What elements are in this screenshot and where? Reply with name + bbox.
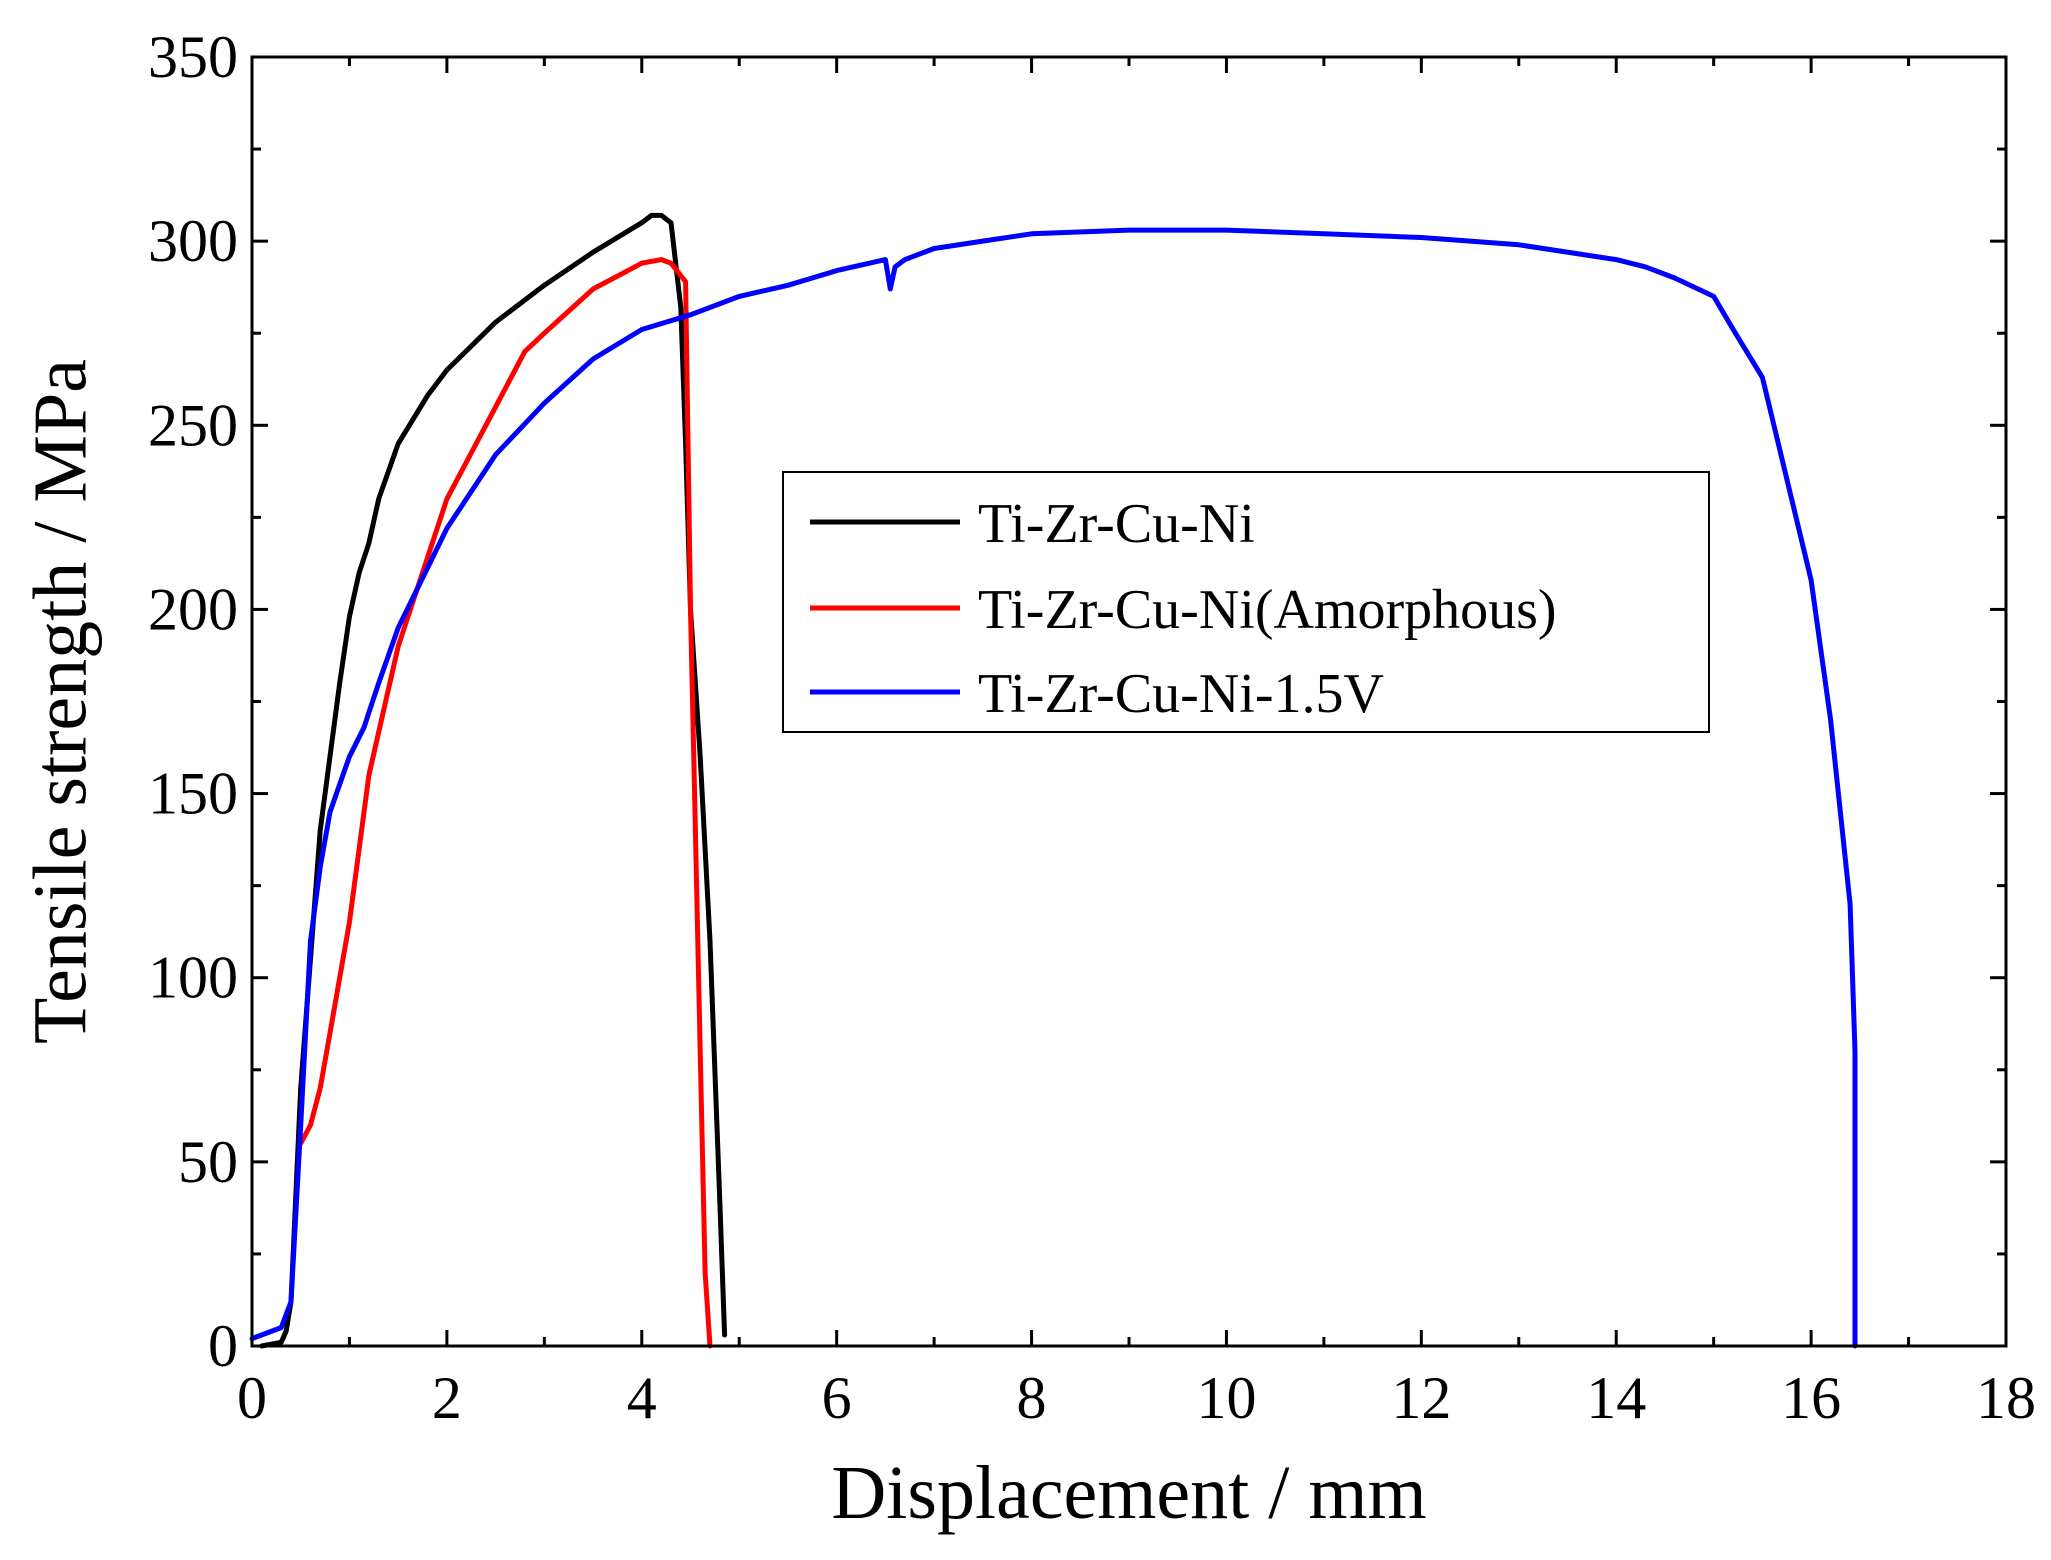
series-line-3 <box>249 227 1858 1349</box>
y-tick-label: 350 <box>148 24 238 90</box>
x-tick-label: 2 <box>432 1365 462 1431</box>
x-tick-label: 8 <box>1017 1365 1047 1431</box>
x-tick-label: 16 <box>1781 1365 1841 1431</box>
y-tick-label: 50 <box>178 1129 238 1195</box>
x-tick-label: 10 <box>1196 1365 1256 1431</box>
x-tick-label: 12 <box>1391 1365 1451 1431</box>
legend-box <box>782 471 1710 733</box>
tick-labels: 0 2 4 6 8 10 12 14 16 18 0 50 100 150 200 250 300 350 <box>148 24 2036 1431</box>
x-tick-label: 4 <box>627 1365 657 1431</box>
series-lines <box>249 212 1858 1349</box>
legend-label-series-1: Ti-Zr-Cu-Ni <box>978 493 1255 555</box>
legend: Ti-Zr-Cu-Ni Ti-Zr-Cu-Ni(Amorphous) Ti-Zr… <box>782 471 1710 733</box>
plot-frame <box>250 55 2008 1348</box>
y-tick-label: 0 <box>208 1313 238 1379</box>
legend-label-series-2: Ti-Zr-Cu-Ni(Amorphous) <box>978 579 1557 641</box>
y-tick-label: 300 <box>148 208 238 274</box>
series-line-2 <box>298 257 713 1349</box>
x-axis-label: Displacement / mm <box>831 1451 1426 1535</box>
x-tick-label: 0 <box>237 1365 267 1431</box>
y-axis-label: Tensile strength / MPa <box>18 359 102 1044</box>
x-tick-label: 18 <box>1976 1365 2036 1431</box>
y-tick-label: 100 <box>148 945 238 1011</box>
legend-label-series-3: Ti-Zr-Cu-Ni-1.5V <box>978 663 1384 725</box>
x-tick-label: 6 <box>822 1365 852 1431</box>
y-tick-label: 150 <box>148 761 238 827</box>
y-tick-label: 250 <box>148 392 238 458</box>
y-tick-label: 200 <box>148 576 238 642</box>
x-tick-label: 14 <box>1586 1365 1646 1431</box>
